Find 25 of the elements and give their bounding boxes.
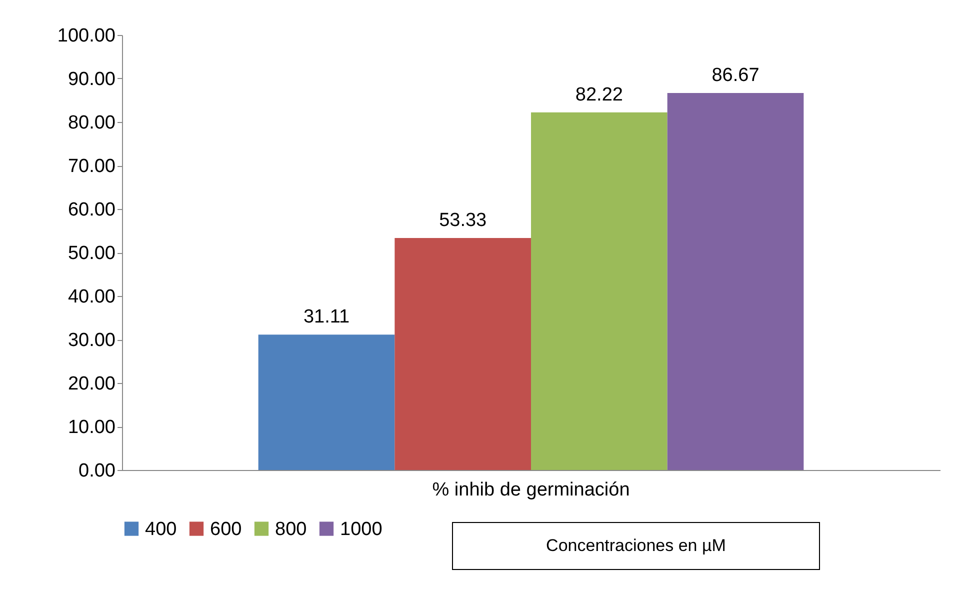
text-box: Concentraciones en µM (452, 522, 820, 570)
legend-label: 600 (210, 518, 242, 540)
data-label: 82.22 (575, 84, 623, 106)
legend-label: 1000 (340, 518, 382, 540)
y-tick-label: 20.00 (68, 374, 116, 394)
y-tick-label: 70.00 (68, 156, 116, 177)
bar (667, 92, 804, 470)
y-tick-label: 100.00 (57, 26, 116, 46)
y-tick-label: 10.00 (68, 417, 116, 438)
data-label: 53.33 (439, 210, 487, 232)
legend-label: 400 (145, 518, 177, 540)
legend-label: 800 (275, 518, 307, 540)
bar (258, 334, 395, 470)
y-tick-label: 0.00 (78, 460, 116, 482)
y-tick-label: 30.00 (68, 330, 116, 351)
data-label: 31.11 (303, 306, 350, 328)
bar (394, 238, 531, 470)
y-tick-label: 50.00 (68, 243, 116, 264)
y-tick-label: 60.00 (68, 200, 116, 220)
y-tick-label: 40.00 (68, 286, 116, 308)
y-tick-label: 80.00 (68, 112, 116, 134)
bar (531, 112, 668, 470)
x-tick-label: % inhib de germinación (432, 480, 630, 500)
y-tick-label: 90.00 (68, 69, 116, 90)
data-label: 86.67 (712, 64, 760, 86)
